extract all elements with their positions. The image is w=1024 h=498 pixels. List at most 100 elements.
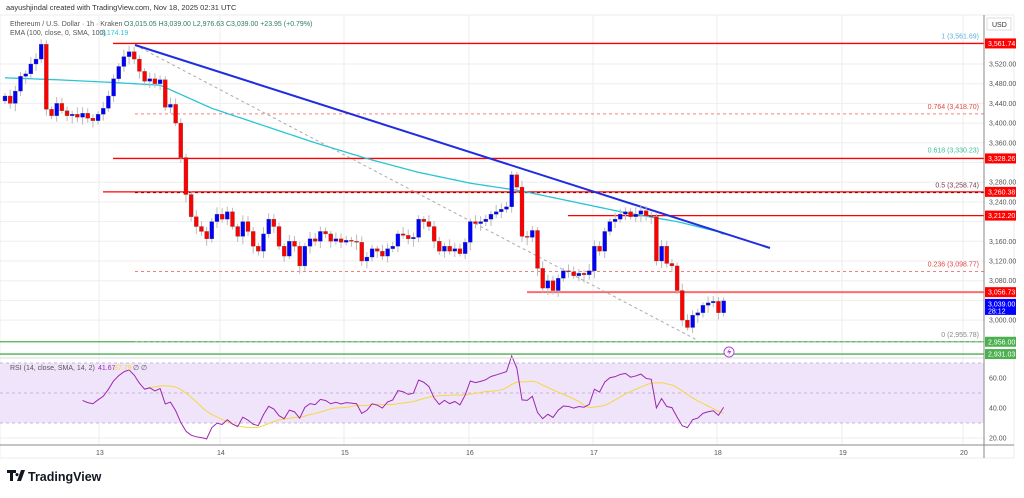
candle-bearish <box>597 246 602 252</box>
candle-bearish <box>49 109 54 116</box>
candle-bullish <box>612 218 618 222</box>
fib-label: 0.5 (3,258.74) <box>935 183 979 190</box>
candle-bullish <box>385 248 390 257</box>
candle-bearish <box>674 265 680 291</box>
time-tick-label: 17 <box>590 450 598 457</box>
rsi-lines <box>82 354 725 440</box>
candle-bearish <box>137 58 142 72</box>
candle-bullish <box>462 242 468 254</box>
ema-legend: EMA (100, close, 0, SMA, 100) <box>10 30 106 37</box>
candle-bearish <box>716 301 721 313</box>
candle-bullish <box>478 221 483 224</box>
candle-bearish <box>142 71 147 82</box>
candle-bullish <box>95 114 101 121</box>
candle-bearish <box>328 233 333 242</box>
candle-bearish <box>550 280 556 291</box>
price-tag <box>985 298 1016 315</box>
candle-bullish <box>266 218 271 235</box>
price-tick-label: 3,160.00 <box>989 239 1016 246</box>
candle-bearish <box>519 186 525 237</box>
candle-bearish <box>282 246 287 257</box>
candle-bullish <box>302 246 308 267</box>
price-tag <box>985 287 1016 298</box>
candle-bullish <box>395 233 401 247</box>
candle-bearish <box>525 236 530 238</box>
candle-bullish <box>240 221 245 237</box>
candle-bearish <box>354 241 359 243</box>
rsi-tick-label: 40.00 <box>989 406 1007 413</box>
candle-bullish <box>493 211 499 215</box>
candle-bearish <box>535 230 540 269</box>
candle-bearish <box>178 122 183 158</box>
candle-bullish <box>483 218 488 222</box>
candle-bearish <box>628 211 633 217</box>
fib-diagonal <box>134 44 698 341</box>
candle-bullish <box>28 63 34 74</box>
price-tag <box>985 336 1016 347</box>
candle-bullish <box>39 44 44 60</box>
time-tick-label: 13 <box>96 450 104 457</box>
price-tag-label: 3,260.38 <box>988 189 1015 196</box>
candle-bearish <box>235 226 240 237</box>
candle-bearish <box>447 246 452 252</box>
price-axis[interactable]: 3,520.00 3,480.00 3,440.00 3,400.00 3,360.00… <box>989 62 1016 443</box>
time-tick-label: 19 <box>839 450 847 457</box>
candle-bearish <box>271 218 276 227</box>
time-tick-label: 18 <box>714 450 722 457</box>
candle-bearish <box>680 290 685 321</box>
candle-bullish <box>209 221 214 239</box>
candle-bearish <box>664 246 669 264</box>
candle-bullish <box>111 78 116 97</box>
candle-bearish <box>323 231 328 235</box>
price-tick-label: 3,480.00 <box>989 81 1016 88</box>
candle-bullish <box>499 209 504 212</box>
lightning-icon[interactable] <box>723 346 735 358</box>
candle-bearish <box>457 248 463 254</box>
price-tick-label: 3,440.00 <box>989 101 1016 108</box>
candle-bearish <box>163 79 168 108</box>
rsi-sma-polyline <box>149 380 724 429</box>
time-tick-label: 20 <box>960 450 968 457</box>
candle-bearish <box>473 221 478 224</box>
candle-bullish <box>157 79 163 84</box>
candle-bearish <box>8 95 13 104</box>
candle-bullish <box>592 246 597 272</box>
currency-label: USD <box>992 22 1007 29</box>
candle-bearish <box>654 216 659 262</box>
candle-bearish <box>219 214 225 220</box>
candle-bearish <box>276 226 282 247</box>
credit-text: aayushjindal created with TradingView.co… <box>6 3 237 12</box>
candle-bullish <box>705 302 711 306</box>
trendline[interactable] <box>134 44 771 249</box>
candle-bearish <box>669 263 675 267</box>
time-tick-label: 16 <box>466 450 474 457</box>
candle-bullish <box>452 248 457 252</box>
candle-bullish <box>468 221 473 243</box>
candle-bearish <box>188 194 194 217</box>
candle-bullish <box>287 241 292 257</box>
candle-bullish <box>369 248 375 258</box>
candle-bullish <box>618 214 623 220</box>
time-axis[interactable]: 13 14 15 16 17 18 19 20 <box>96 450 968 457</box>
candle-bearish <box>173 104 178 124</box>
price-tag <box>985 210 1016 221</box>
candle-bearish <box>199 226 204 232</box>
price-tick-label: 3,280.00 <box>989 180 1016 187</box>
candle-bullish <box>364 256 370 262</box>
candle-bearish <box>75 114 80 118</box>
candle-bullish <box>147 78 152 82</box>
candle-bearish <box>59 103 65 111</box>
fib-label: 1 (3,561.69) <box>941 33 979 40</box>
fib-label: 0.236 (3,098.77) <box>928 261 979 268</box>
candle-bullish <box>633 214 638 217</box>
price-tick-label: 3,400.00 <box>989 121 1016 128</box>
candle-bullish <box>411 237 416 239</box>
candle-bullish <box>711 301 716 304</box>
ohlc-legend: O3,015.05 H3,039.00 L2,976.63 C3,039.00 … <box>124 21 312 28</box>
price-tick-label: 3,120.00 <box>989 259 1016 266</box>
candle-bearish <box>643 210 649 216</box>
candle-bearish <box>85 113 90 119</box>
price-tick-label: 3,360.00 <box>989 140 1016 147</box>
candle-bullish <box>261 233 266 252</box>
